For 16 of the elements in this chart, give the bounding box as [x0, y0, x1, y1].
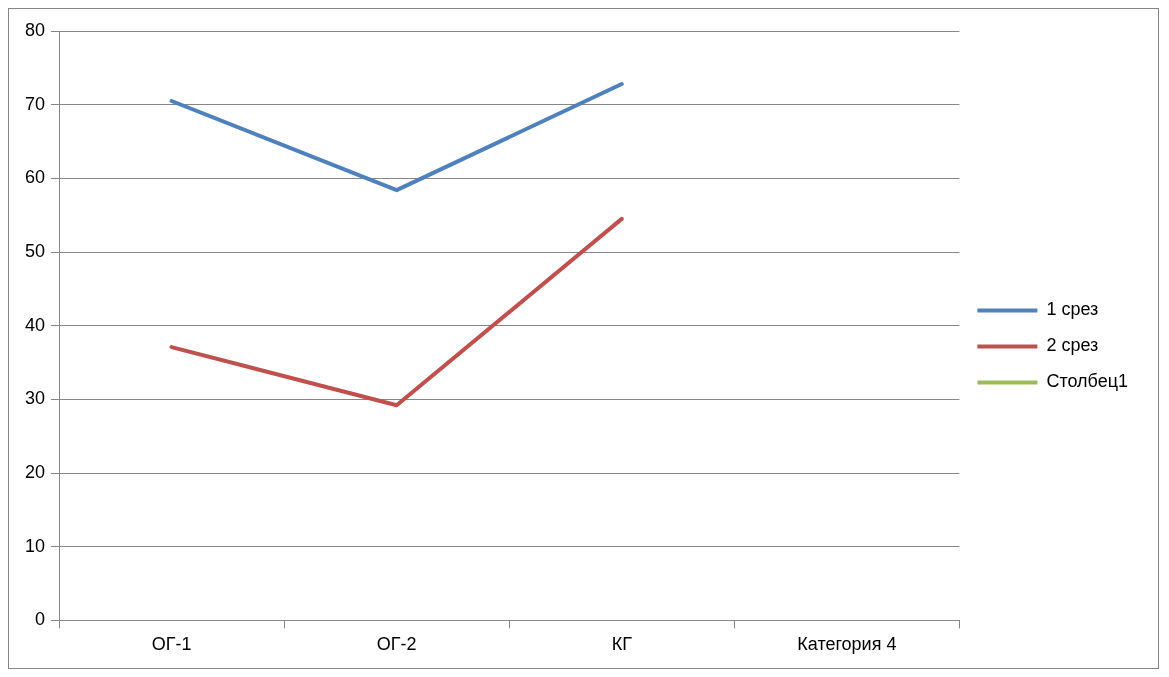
legend-label: 2 срез: [1046, 335, 1099, 356]
y-tick-label: 60: [24, 167, 46, 188]
x-tick-label: КГ: [611, 634, 633, 655]
legend-label: Столбец1: [1046, 371, 1129, 392]
y-tick-label: 80: [24, 19, 46, 40]
y-tick-label: 40: [24, 314, 46, 335]
y-tick-label: 30: [24, 388, 46, 409]
x-tick-label: ОГ-1: [151, 634, 192, 655]
x-tick-label: Категория 4: [797, 634, 897, 655]
y-tick-label: 10: [24, 535, 46, 556]
y-tick-label: 50: [24, 240, 46, 261]
y-tick-label: 20: [24, 462, 46, 483]
y-tick-label: 0: [35, 609, 46, 630]
y-tick-label: 70: [24, 93, 46, 114]
legend-label: 1 срез: [1046, 299, 1099, 320]
x-tick-label: ОГ-2: [376, 634, 417, 655]
